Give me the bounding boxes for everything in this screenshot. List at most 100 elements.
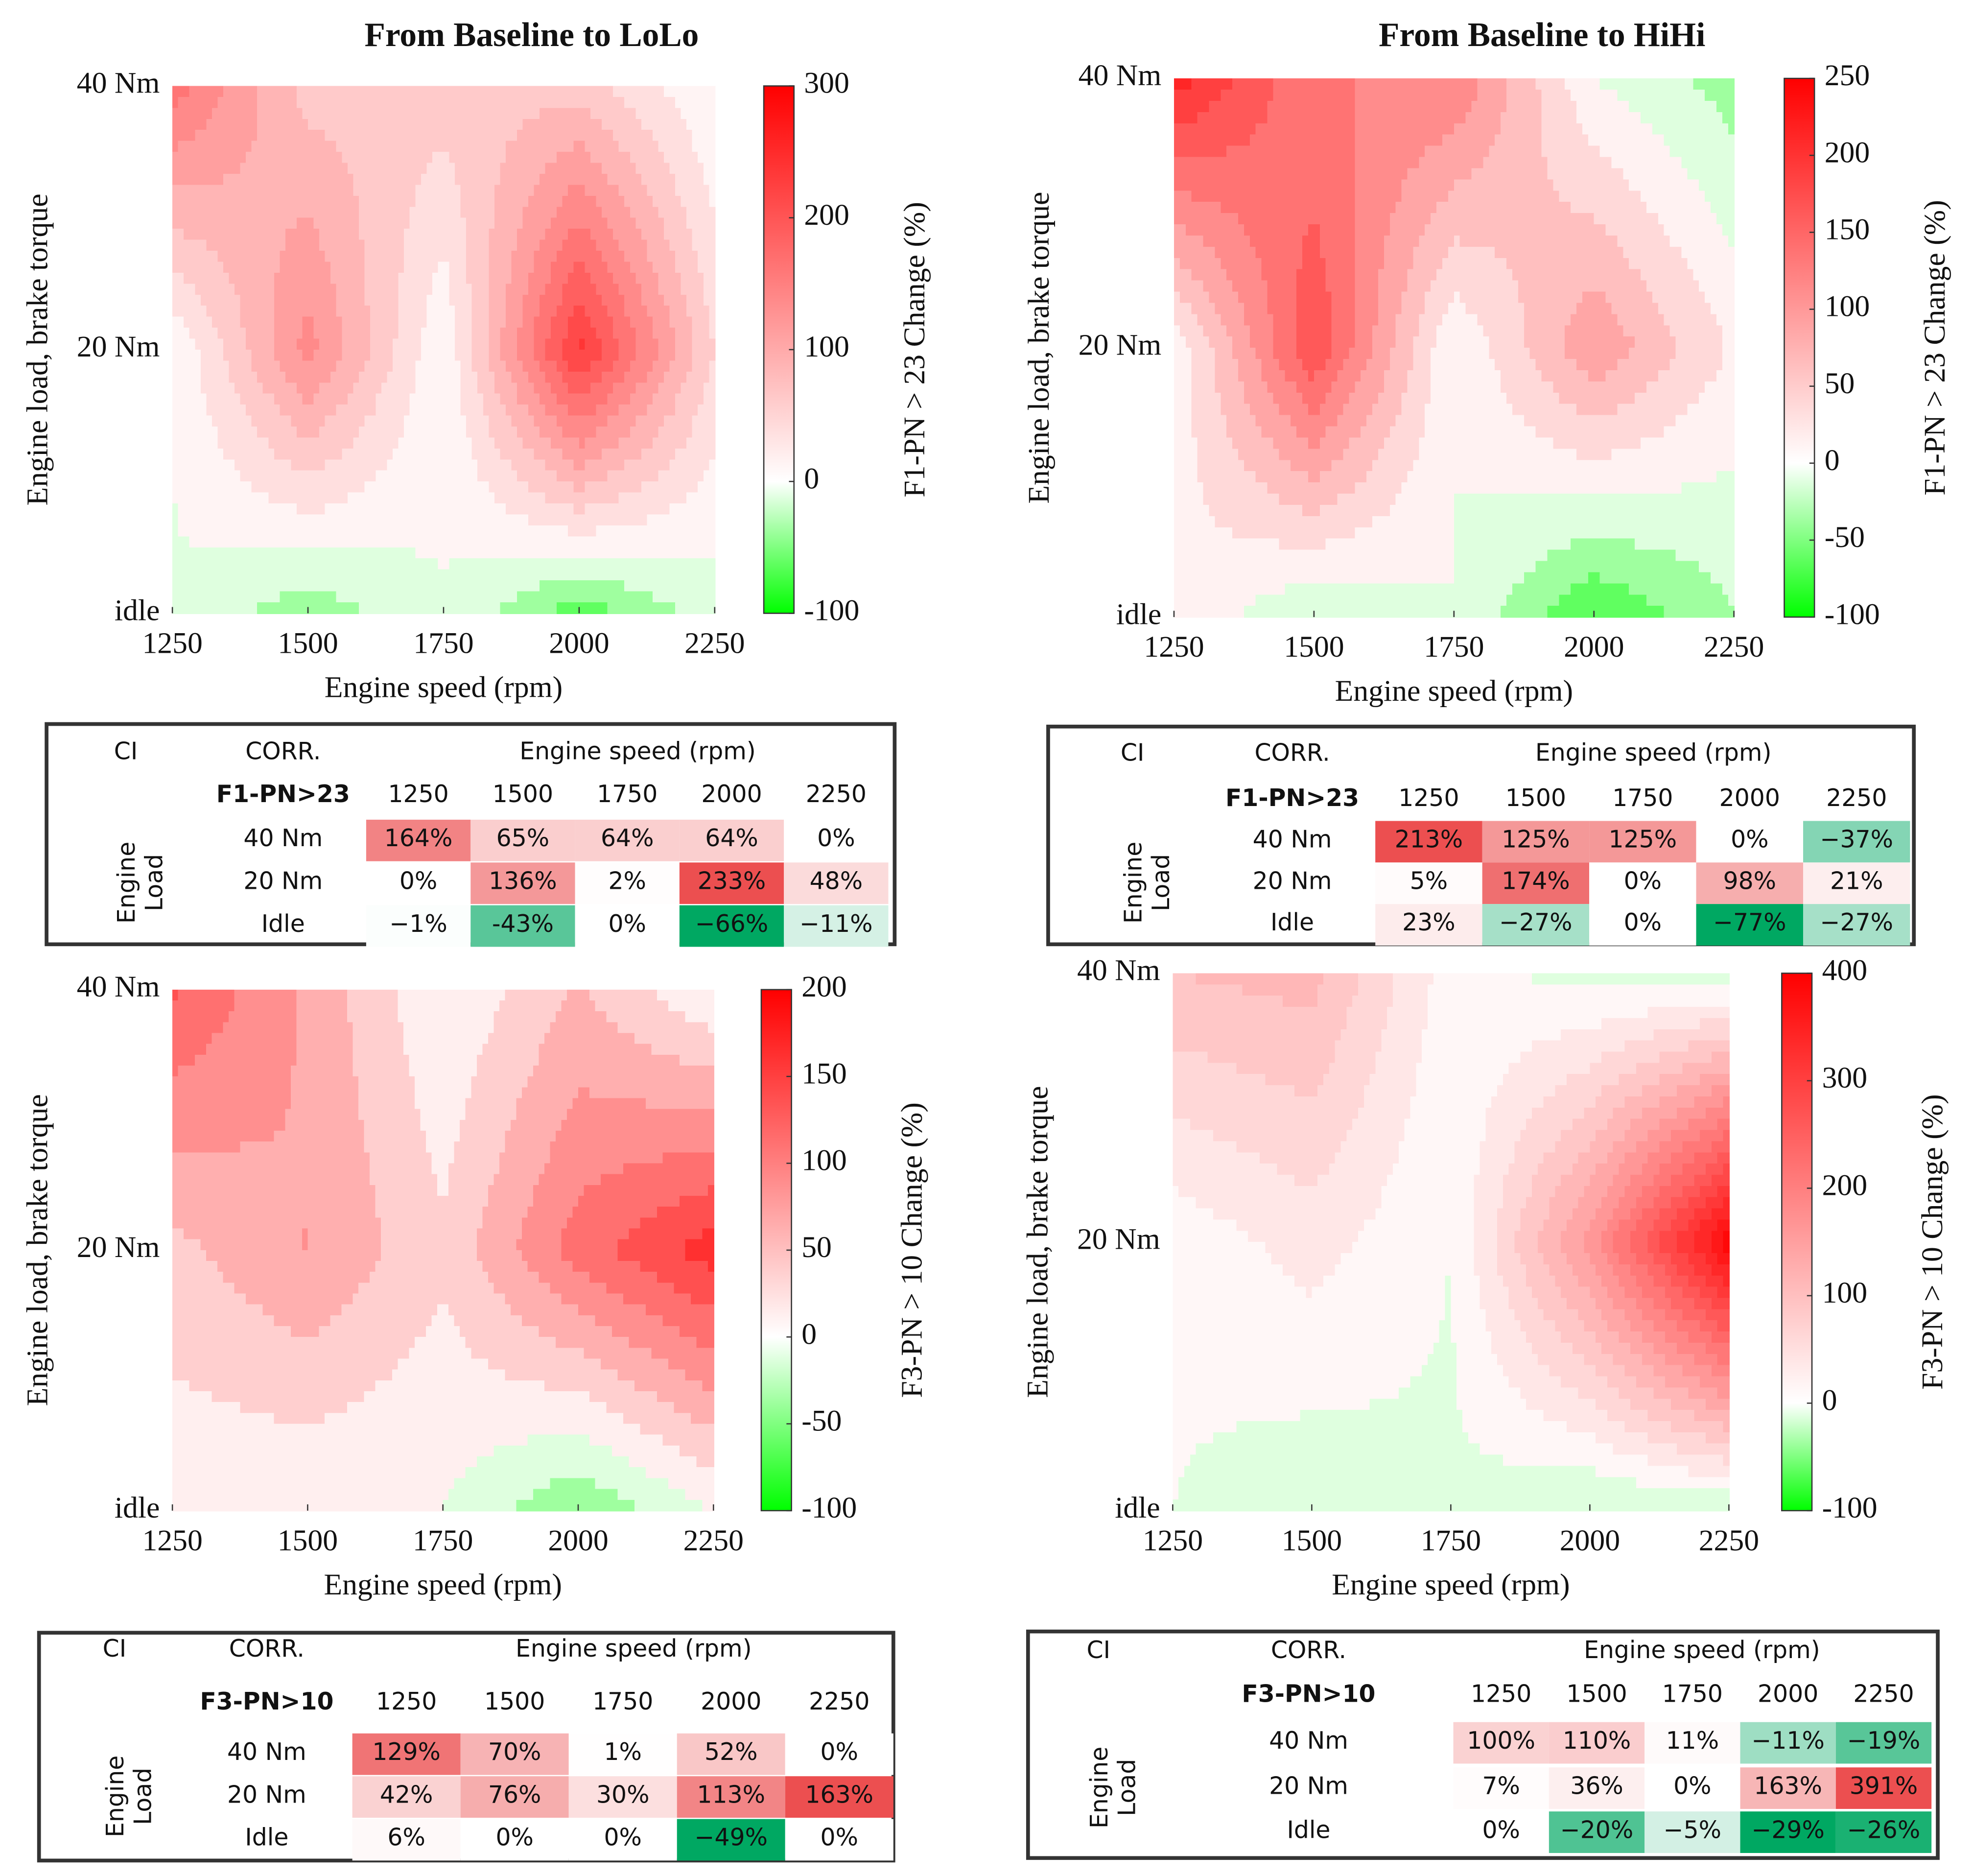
contour-band — [1454, 202, 1572, 214]
contour-band — [562, 195, 580, 208]
table-side-label: Load — [141, 854, 168, 911]
contour-band — [393, 349, 422, 361]
contour-band — [1174, 538, 1280, 551]
contour-band — [528, 514, 580, 526]
contour-band — [172, 393, 207, 405]
contour-band — [443, 261, 450, 274]
contour-band — [1508, 1164, 1539, 1176]
contour-band — [505, 141, 574, 153]
contour-band — [505, 989, 568, 1001]
contour-band — [1723, 1242, 1730, 1254]
contour-band — [1474, 1242, 1498, 1254]
contour-band — [579, 239, 597, 252]
contour-band — [268, 492, 309, 504]
contour-band — [1594, 572, 1601, 584]
contour-band — [613, 272, 636, 285]
contour-band — [1541, 90, 1572, 102]
table-value: −20% — [1560, 1816, 1633, 1844]
contour-band — [1451, 1231, 1475, 1243]
contour-band — [1647, 1231, 1660, 1243]
contour-band — [1174, 594, 1257, 607]
contour-band — [1578, 1387, 1591, 1400]
contour-band — [172, 1304, 263, 1316]
contour-band — [1413, 246, 1449, 259]
contour-band — [1706, 1399, 1730, 1411]
contour-band — [307, 1066, 354, 1077]
contour-band — [1578, 1309, 1591, 1321]
colorbar-tick-label: 200 — [804, 198, 849, 232]
contour-band — [1255, 594, 1315, 607]
contour-band — [1191, 269, 1227, 282]
contour-band — [1308, 437, 1315, 450]
contour-band — [172, 1424, 308, 1436]
contour-band — [206, 239, 286, 252]
contour-band — [1174, 258, 1181, 270]
contour-band — [1173, 1387, 1313, 1400]
y-tick-label: idle — [1115, 1491, 1160, 1524]
contour-band — [1355, 100, 1455, 113]
contour-band — [1571, 202, 1595, 214]
contour-band — [195, 1054, 297, 1067]
contour-band — [1567, 1219, 1591, 1232]
contour-band — [1653, 1029, 1730, 1042]
contour-band — [1190, 1118, 1313, 1131]
contour-band — [370, 316, 399, 329]
contour-band — [1451, 1007, 1591, 1019]
contour-band — [1294, 1175, 1313, 1187]
contour-band — [240, 1141, 308, 1153]
contour-band — [353, 173, 422, 186]
contour-band — [1594, 235, 1618, 248]
contour-band — [1221, 404, 1251, 416]
table-speed-header: Engine speed (rpm) — [516, 1635, 752, 1662]
contour-band — [1549, 1208, 1574, 1221]
contour-band — [1174, 134, 1251, 147]
contour-band — [443, 163, 456, 175]
table-value: 174% — [1502, 867, 1570, 895]
contour-band — [540, 580, 580, 593]
contour-band — [471, 437, 495, 450]
table-cell — [677, 1733, 785, 1775]
contour-band — [641, 284, 659, 296]
contour-band — [1314, 460, 1333, 472]
contour-band — [1366, 415, 1397, 427]
contour-band — [1588, 370, 1595, 382]
table-cell — [366, 862, 471, 904]
contour-band — [1532, 1186, 1556, 1198]
contour-band — [460, 1119, 512, 1132]
contour-band — [1174, 190, 1193, 203]
contour-band — [1512, 583, 1572, 595]
contour-band — [319, 382, 354, 395]
contour-band — [1355, 202, 1397, 214]
contour-band — [703, 470, 716, 482]
contour-band — [674, 1282, 714, 1295]
contour-band — [1590, 1186, 1608, 1198]
contour-band — [489, 306, 507, 318]
colorbar-label: F3-PN > 10 Change (%) — [895, 1102, 929, 1398]
contour-band — [274, 316, 304, 329]
contour-band — [308, 459, 326, 472]
x-tick-label: 2000 — [1564, 630, 1624, 664]
contour-band — [1705, 190, 1735, 203]
contour-band — [1314, 112, 1356, 124]
contour-band — [1445, 1309, 1452, 1321]
contour-band — [1203, 325, 1227, 337]
contour-band — [686, 371, 710, 383]
contour-band — [1384, 235, 1420, 248]
contour-band — [1665, 1376, 1701, 1388]
table-cell — [470, 819, 575, 861]
contour-band — [1331, 381, 1356, 394]
contour-band — [257, 371, 286, 383]
contour-band — [1456, 1376, 1510, 1388]
contour-band — [1716, 314, 1735, 326]
contour-band — [1619, 1275, 1637, 1288]
contour-band — [443, 558, 450, 570]
contour-band — [709, 316, 716, 329]
contour-band — [596, 239, 620, 252]
contour-band — [1323, 973, 1359, 985]
contour-band — [1619, 1197, 1637, 1210]
contour-band — [1629, 179, 1700, 191]
contour-band — [1173, 1018, 1313, 1030]
contour-band — [607, 173, 642, 186]
contour-band — [702, 1380, 714, 1392]
contour-band — [647, 251, 676, 263]
